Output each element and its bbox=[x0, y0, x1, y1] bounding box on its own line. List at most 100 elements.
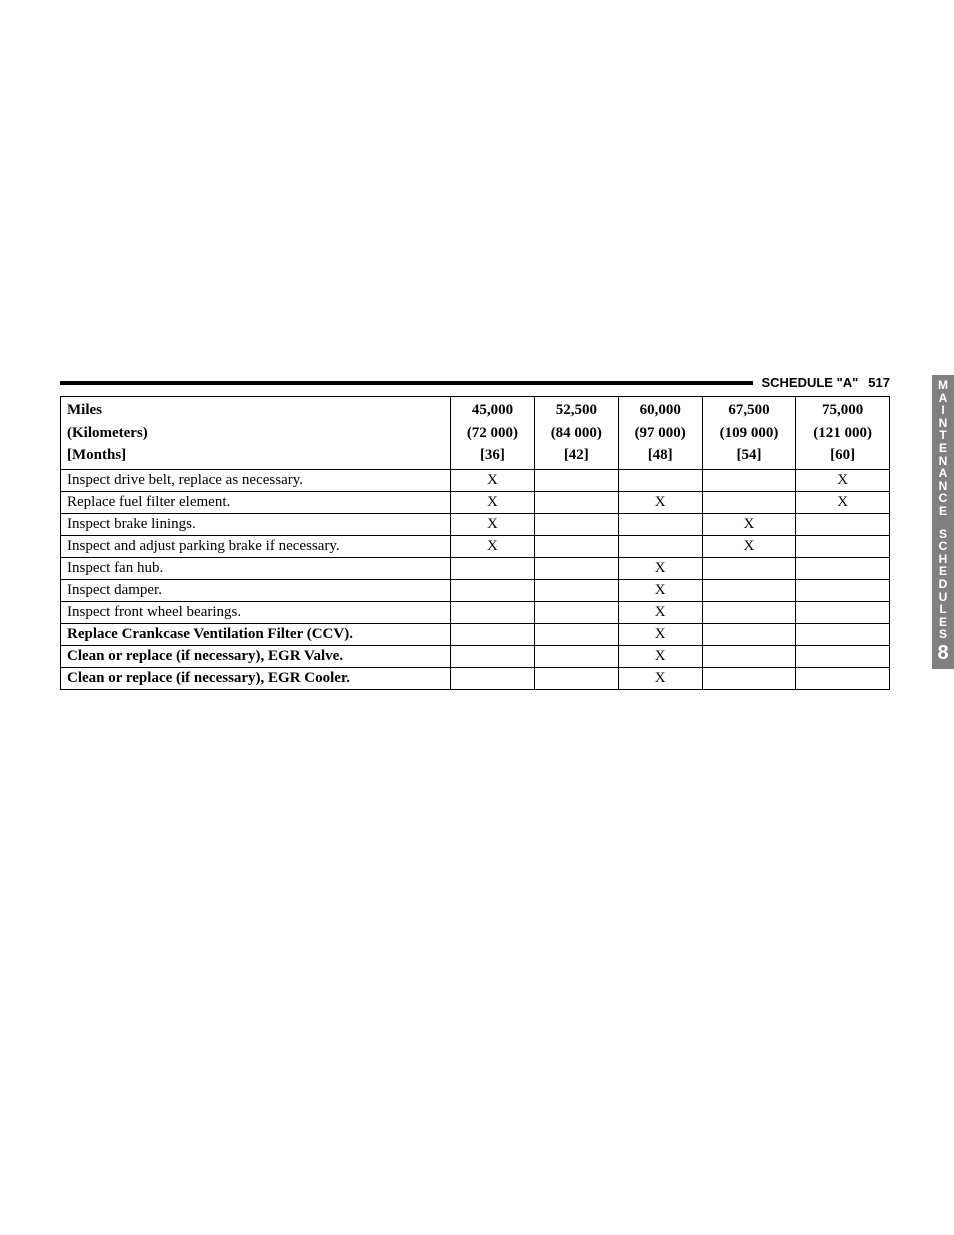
table-row: Inspect drive belt, replace as necessary… bbox=[61, 469, 890, 491]
mark-cell bbox=[796, 557, 890, 579]
mark-cell: X bbox=[451, 469, 535, 491]
col-miles: 60,000 bbox=[625, 399, 696, 422]
mark-cell bbox=[534, 667, 618, 689]
mark-cell: X bbox=[451, 535, 535, 557]
mark-cell: X bbox=[702, 535, 796, 557]
row-label: Replace fuel filter element. bbox=[61, 491, 451, 513]
table-header-row: Miles (Kilometers) [Months] 45,000 (72 0… bbox=[61, 397, 890, 470]
col-header-0: 45,000 (72 000) [36] bbox=[451, 397, 535, 470]
col-months: [42] bbox=[541, 444, 612, 467]
row-label: Replace Crankcase Ventilation Filter (CC… bbox=[61, 623, 451, 645]
col-km: (72 000) bbox=[457, 422, 528, 445]
header-km-label: (Kilometers) bbox=[67, 422, 444, 445]
table-row: Clean or replace (if necessary), EGR Val… bbox=[61, 645, 890, 667]
col-miles: 45,000 bbox=[457, 399, 528, 422]
row-label: Inspect brake linings. bbox=[61, 513, 451, 535]
side-tab-word2: SCHEDULES bbox=[932, 528, 954, 641]
mark-cell bbox=[451, 601, 535, 623]
mark-cell bbox=[534, 513, 618, 535]
mark-cell bbox=[796, 579, 890, 601]
mark-cell bbox=[451, 579, 535, 601]
col-header-1: 52,500 (84 000) [42] bbox=[534, 397, 618, 470]
header-rule bbox=[60, 381, 753, 385]
col-km: (84 000) bbox=[541, 422, 612, 445]
table-row: Replace Crankcase Ventilation Filter (CC… bbox=[61, 623, 890, 645]
mark-cell: X bbox=[618, 645, 702, 667]
side-tab: MAINTENANCE SCHEDULES 8 bbox=[932, 375, 954, 669]
mark-cell bbox=[534, 623, 618, 645]
mark-cell bbox=[702, 469, 796, 491]
mark-cell bbox=[451, 667, 535, 689]
mark-cell bbox=[702, 645, 796, 667]
mark-cell bbox=[796, 513, 890, 535]
mark-cell bbox=[534, 469, 618, 491]
mark-cell bbox=[796, 667, 890, 689]
col-header-4: 75,000 (121 000) [60] bbox=[796, 397, 890, 470]
col-header-3: 67,500 (109 000) [54] bbox=[702, 397, 796, 470]
table-row: Inspect front wheel bearings. X bbox=[61, 601, 890, 623]
mark-cell: X bbox=[451, 491, 535, 513]
row-label: Clean or replace (if necessary), EGR Coo… bbox=[61, 667, 451, 689]
header-months-label: [Months] bbox=[67, 444, 444, 467]
col-km: (109 000) bbox=[709, 422, 790, 445]
page-header: SCHEDULE "A" 517 bbox=[60, 375, 890, 390]
mark-cell: X bbox=[796, 491, 890, 513]
mark-cell: X bbox=[796, 469, 890, 491]
mark-cell bbox=[618, 513, 702, 535]
mark-cell bbox=[702, 491, 796, 513]
col-months: [60] bbox=[802, 444, 883, 467]
table-row: Inspect damper. X bbox=[61, 579, 890, 601]
mark-cell bbox=[534, 579, 618, 601]
table-row: Replace fuel filter element.XXX bbox=[61, 491, 890, 513]
page-number: 517 bbox=[858, 375, 890, 390]
row-label: Clean or replace (if necessary), EGR Val… bbox=[61, 645, 451, 667]
col-km: (121 000) bbox=[802, 422, 883, 445]
row-label: Inspect drive belt, replace as necessary… bbox=[61, 469, 451, 491]
side-tab-chapter: 8 bbox=[932, 641, 954, 665]
col-miles: 52,500 bbox=[541, 399, 612, 422]
col-months: [54] bbox=[709, 444, 790, 467]
table-row: Clean or replace (if necessary), EGR Coo… bbox=[61, 667, 890, 689]
mark-cell bbox=[702, 623, 796, 645]
mark-cell bbox=[702, 557, 796, 579]
mark-cell bbox=[618, 469, 702, 491]
col-header-2: 60,000 (97 000) [48] bbox=[618, 397, 702, 470]
row-label: Inspect fan hub. bbox=[61, 557, 451, 579]
col-months: [36] bbox=[457, 444, 528, 467]
table-row: Inspect and adjust parking brake if nece… bbox=[61, 535, 890, 557]
mark-cell bbox=[534, 535, 618, 557]
row-label: Inspect damper. bbox=[61, 579, 451, 601]
mark-cell bbox=[702, 667, 796, 689]
col-miles: 75,000 bbox=[802, 399, 883, 422]
section-title: SCHEDULE "A" bbox=[753, 375, 858, 390]
mark-cell bbox=[702, 601, 796, 623]
mark-cell bbox=[451, 623, 535, 645]
maintenance-schedule-table: Miles (Kilometers) [Months] 45,000 (72 0… bbox=[60, 396, 890, 690]
header-label-cell: Miles (Kilometers) [Months] bbox=[61, 397, 451, 470]
mark-cell: X bbox=[618, 491, 702, 513]
table-row: Inspect brake linings.XX bbox=[61, 513, 890, 535]
mark-cell bbox=[534, 491, 618, 513]
col-km: (97 000) bbox=[625, 422, 696, 445]
col-months: [48] bbox=[625, 444, 696, 467]
row-label: Inspect front wheel bearings. bbox=[61, 601, 451, 623]
mark-cell: X bbox=[451, 513, 535, 535]
mark-cell: X bbox=[618, 579, 702, 601]
mark-cell bbox=[534, 601, 618, 623]
mark-cell: X bbox=[702, 513, 796, 535]
mark-cell bbox=[534, 557, 618, 579]
mark-cell: X bbox=[618, 601, 702, 623]
mark-cell bbox=[796, 601, 890, 623]
mark-cell bbox=[702, 579, 796, 601]
mark-cell bbox=[534, 645, 618, 667]
mark-cell: X bbox=[618, 623, 702, 645]
mark-cell bbox=[796, 623, 890, 645]
mark-cell bbox=[796, 535, 890, 557]
mark-cell bbox=[796, 645, 890, 667]
mark-cell bbox=[451, 645, 535, 667]
mark-cell: X bbox=[618, 667, 702, 689]
mark-cell bbox=[618, 535, 702, 557]
header-miles-label: Miles bbox=[67, 399, 444, 422]
col-miles: 67,500 bbox=[709, 399, 790, 422]
row-label: Inspect and adjust parking brake if nece… bbox=[61, 535, 451, 557]
